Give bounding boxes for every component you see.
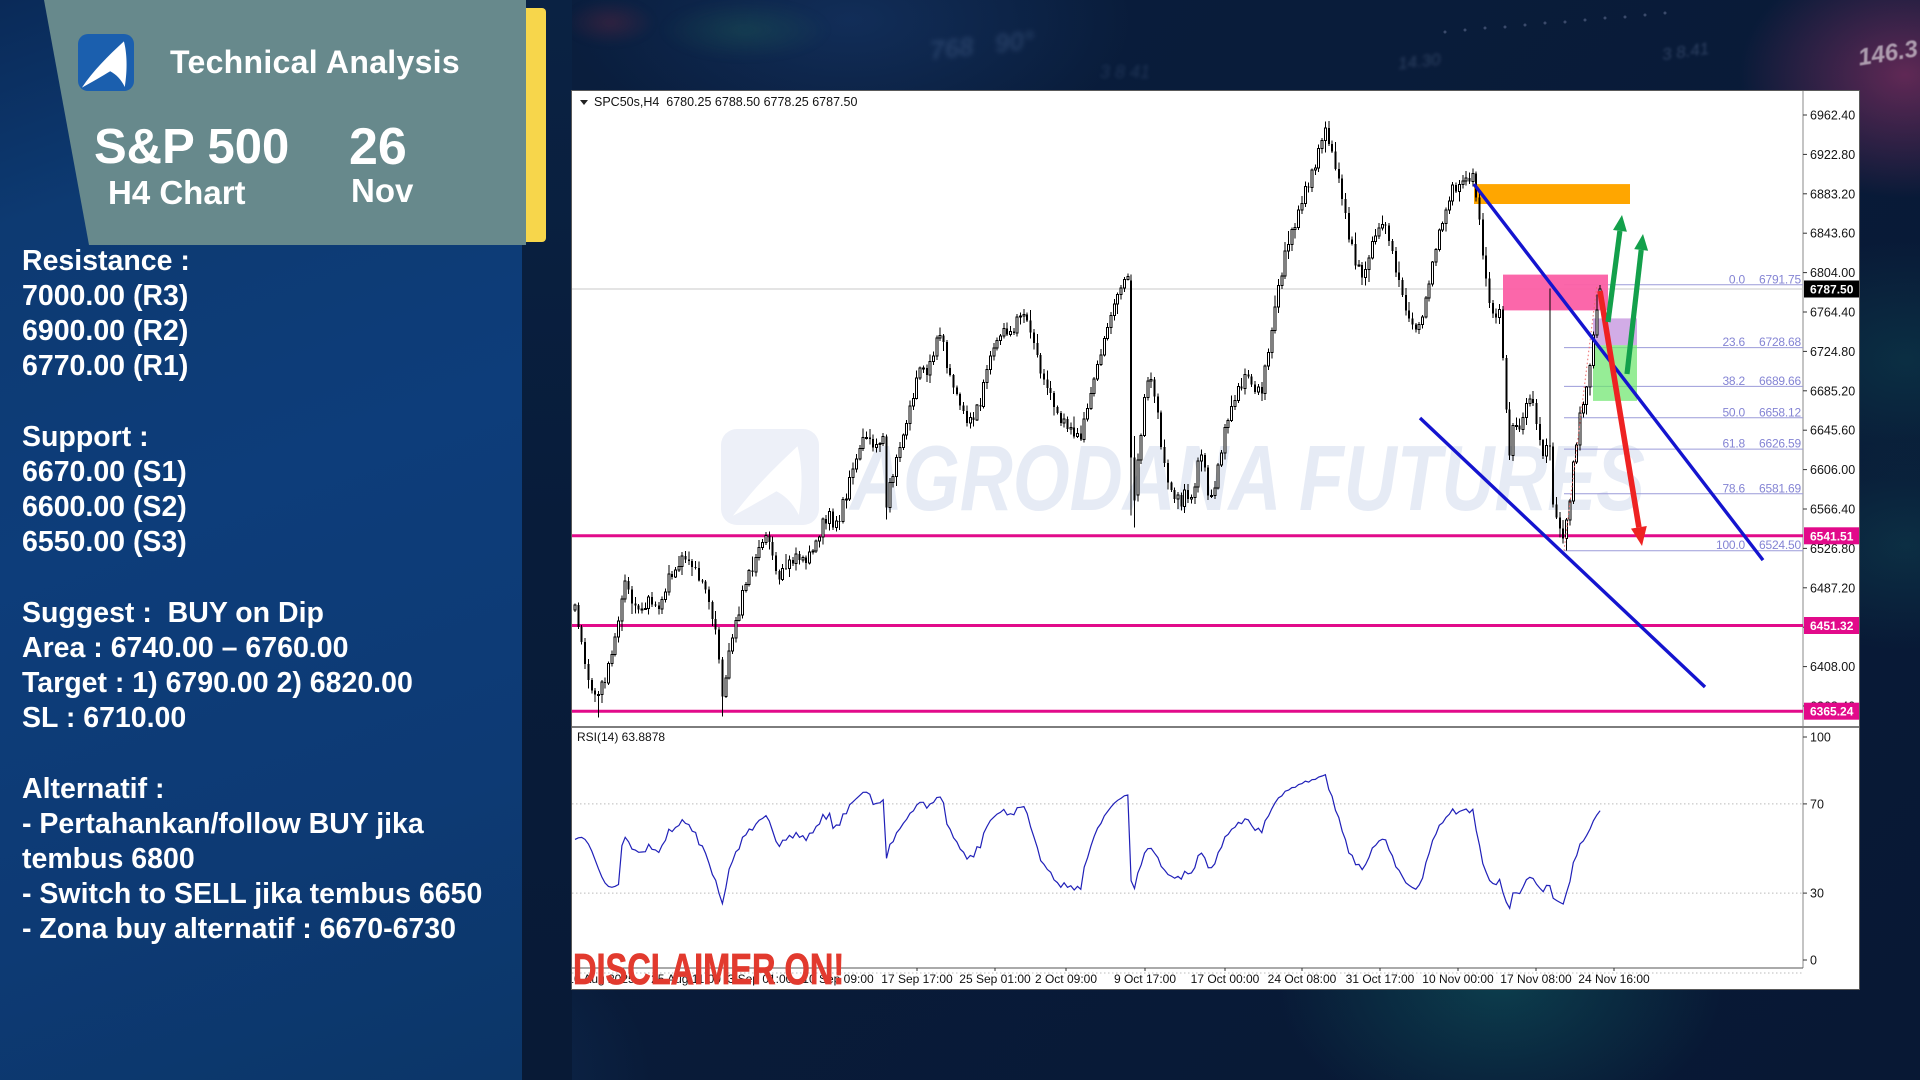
svg-text:17 Sep 17:00: 17 Sep 17:00 — [881, 972, 953, 986]
svg-text:6487.20: 6487.20 — [1810, 581, 1855, 595]
svg-text:38.2: 38.2 — [1722, 374, 1745, 388]
svg-text:10 Aug 2025: 10 Aug 2025 — [572, 972, 635, 986]
svg-text:6541.51: 6541.51 — [1810, 529, 1854, 543]
svg-text:0: 0 — [1810, 954, 1817, 968]
svg-text:6451.32: 6451.32 — [1810, 619, 1854, 633]
svg-text:6526.80: 6526.80 — [1810, 542, 1855, 556]
svg-text:61.8: 61.8 — [1722, 437, 1745, 451]
svg-text:6581.69: 6581.69 — [1759, 481, 1802, 495]
svg-text:6626.59: 6626.59 — [1759, 437, 1802, 451]
svg-text:70: 70 — [1810, 797, 1824, 811]
svg-text:9 Oct 17:00: 9 Oct 17:00 — [1114, 972, 1176, 986]
svg-text:24 Nov 16:00: 24 Nov 16:00 — [1578, 972, 1650, 986]
svg-text:6843.60: 6843.60 — [1810, 227, 1855, 241]
svg-text:6724.80: 6724.80 — [1810, 345, 1855, 359]
svg-text:AGRODANA FUTURES: AGRODANA FUTURES — [848, 426, 1645, 530]
svg-text:78.6: 78.6 — [1722, 481, 1745, 495]
svg-text:6804.00: 6804.00 — [1810, 266, 1855, 280]
svg-text:6922.80: 6922.80 — [1810, 148, 1855, 162]
svg-text:6728.68: 6728.68 — [1759, 335, 1802, 349]
svg-text:6764.40: 6764.40 — [1810, 306, 1855, 320]
svg-text:10 Nov 00:00: 10 Nov 00:00 — [1422, 972, 1494, 986]
svg-text:17 Nov 08:00: 17 Nov 08:00 — [1500, 972, 1572, 986]
svg-text:6791.75: 6791.75 — [1759, 272, 1802, 286]
svg-text:6606.00: 6606.00 — [1810, 463, 1855, 477]
svg-text:6658.12: 6658.12 — [1759, 405, 1802, 419]
svg-text:SPC50s,H4 6780.25 6788.50 677: SPC50s,H4 6780.25 6788.50 6778.25 6787.5… — [594, 95, 857, 109]
svg-text:100.0: 100.0 — [1716, 538, 1746, 552]
svg-text:3 Sep 01:00: 3 Sep 01:00 — [728, 972, 793, 986]
svg-text:30: 30 — [1810, 887, 1824, 901]
svg-text:6883.20: 6883.20 — [1810, 187, 1855, 201]
svg-text:DISCLAIMER ON!: DISCLAIMER ON! — [573, 945, 844, 989]
svg-text:17 Oct 00:00: 17 Oct 00:00 — [1191, 972, 1260, 986]
svg-text:6524.50: 6524.50 — [1759, 538, 1802, 552]
svg-text:6408.00: 6408.00 — [1810, 660, 1855, 674]
svg-text:2 Oct 09:00: 2 Oct 09:00 — [1035, 972, 1097, 986]
svg-text:6566.40: 6566.40 — [1810, 503, 1855, 517]
svg-text:6689.66: 6689.66 — [1759, 374, 1802, 388]
svg-text:50.0: 50.0 — [1722, 405, 1745, 419]
svg-text:100: 100 — [1810, 731, 1831, 745]
svg-text:25 Aug 11:00: 25 Aug 11:00 — [651, 972, 721, 986]
svg-text:25 Sep 01:00: 25 Sep 01:00 — [959, 972, 1031, 986]
svg-text:RSI(14) 63.8878: RSI(14) 63.8878 — [577, 730, 665, 744]
svg-text:23.6: 23.6 — [1722, 335, 1745, 349]
svg-text:24 Oct 08:00: 24 Oct 08:00 — [1268, 972, 1337, 986]
svg-text:0.0: 0.0 — [1729, 272, 1746, 286]
svg-text:10 Sep 09:00: 10 Sep 09:00 — [802, 972, 874, 986]
svg-text:31 Oct 17:00: 31 Oct 17:00 — [1346, 972, 1415, 986]
svg-text:6962.40: 6962.40 — [1810, 109, 1855, 123]
svg-text:6787.50: 6787.50 — [1810, 283, 1854, 297]
svg-text:6365.24: 6365.24 — [1810, 705, 1854, 719]
svg-text:6645.60: 6645.60 — [1810, 424, 1855, 438]
svg-text:6685.20: 6685.20 — [1810, 384, 1855, 398]
